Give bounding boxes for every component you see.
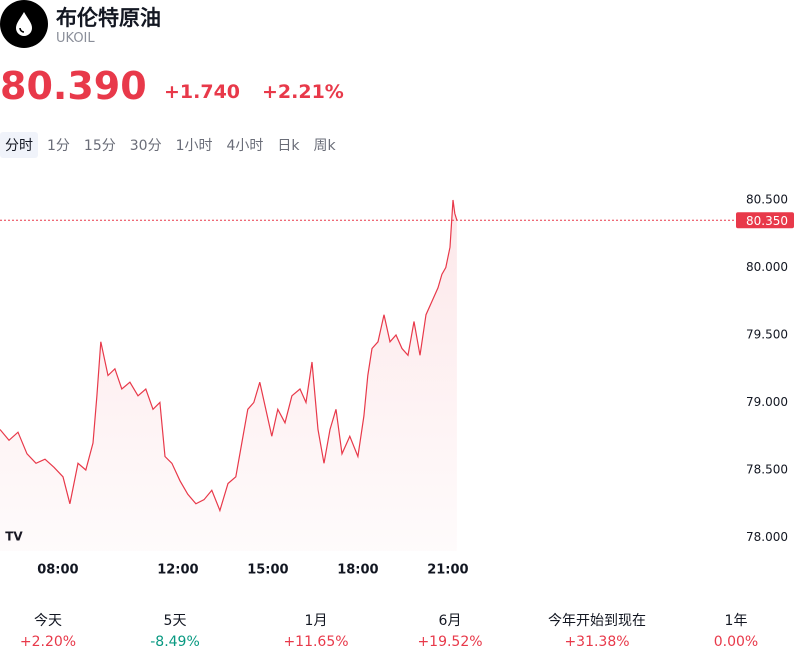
tab[interactable]: 分时 [0, 132, 38, 158]
period: 5天 [163, 613, 187, 629]
change: +2.20% [19, 634, 77, 650]
tab[interactable]: 15分 [83, 138, 116, 154]
tab[interactable]: 周k [313, 138, 336, 154]
period: 今天 [34, 613, 62, 629]
change: +31.38% [564, 634, 630, 650]
period: 1月 [304, 613, 328, 629]
tabs: 分时 1分 15分 30分 1小时 4小时 日k 周k [0, 132, 341, 158]
price: 80.390 [0, 64, 147, 108]
period: 今年开始到现在 [548, 613, 646, 629]
performance-cell[interactable]: 今天 +2.20% [0, 610, 96, 650]
last-price-tag [736, 212, 794, 229]
x-tick-label: 15:00 [247, 563, 288, 578]
y-tick-label: 78.000 [746, 530, 788, 544]
x-tick-label: 21:00 [427, 563, 468, 578]
change: +1.740 [164, 81, 241, 103]
y-tick-label: 79.500 [746, 328, 788, 342]
period: 6月 [438, 613, 462, 629]
performance: 今天 +2.20% 5天 -8.49% 1月 +11.65% 6月 +19.52% 今年开始到现… [0, 610, 800, 650]
last-price-label: 80.350 [746, 214, 788, 228]
change: -8.49% [150, 634, 200, 650]
performance-cell[interactable]: 1年 0.00% [672, 610, 800, 650]
change: +19.52% [417, 634, 483, 650]
tab[interactable]: 日k [277, 138, 300, 154]
symbol-icon [0, 0, 48, 48]
tab[interactable]: 30分 [129, 138, 162, 154]
x-tick-label: 12:00 [157, 563, 198, 578]
y-tick-label: 78.500 [746, 463, 788, 477]
performance-cell[interactable]: 今年开始到现在 +31.38% [522, 610, 672, 650]
change-percent: +2.21% [262, 81, 344, 103]
area-fill [0, 200, 457, 551]
price-line [0, 199, 458, 513]
tab[interactable]: 4小时 [226, 138, 264, 154]
tab[interactable]: 1小时 [175, 138, 213, 154]
x-tick-label: 18:00 [337, 563, 378, 578]
symbol: UKOIL [56, 31, 95, 46]
y-tick-label: 80.500 [746, 193, 788, 207]
y-tick-label: 80.000 [746, 260, 788, 274]
tab[interactable]: 1分 [47, 138, 70, 154]
performance-cell[interactable]: 6月 +19.52% [378, 610, 522, 650]
y-tick-label: 79.000 [746, 395, 788, 409]
performance-cell[interactable]: 5天 -8.49% [96, 610, 254, 650]
x-tick-label: 08:00 [37, 563, 78, 578]
chart: TV 78.00078.50079.00079.50080.00080.5000… [0, 193, 794, 578]
change: 0.00% [713, 634, 759, 650]
performance-cell[interactable]: 1月 +11.65% [254, 610, 378, 650]
period: 1年 [724, 613, 748, 629]
change: +11.65% [283, 634, 349, 650]
title: 布伦特原油 [56, 6, 161, 30]
